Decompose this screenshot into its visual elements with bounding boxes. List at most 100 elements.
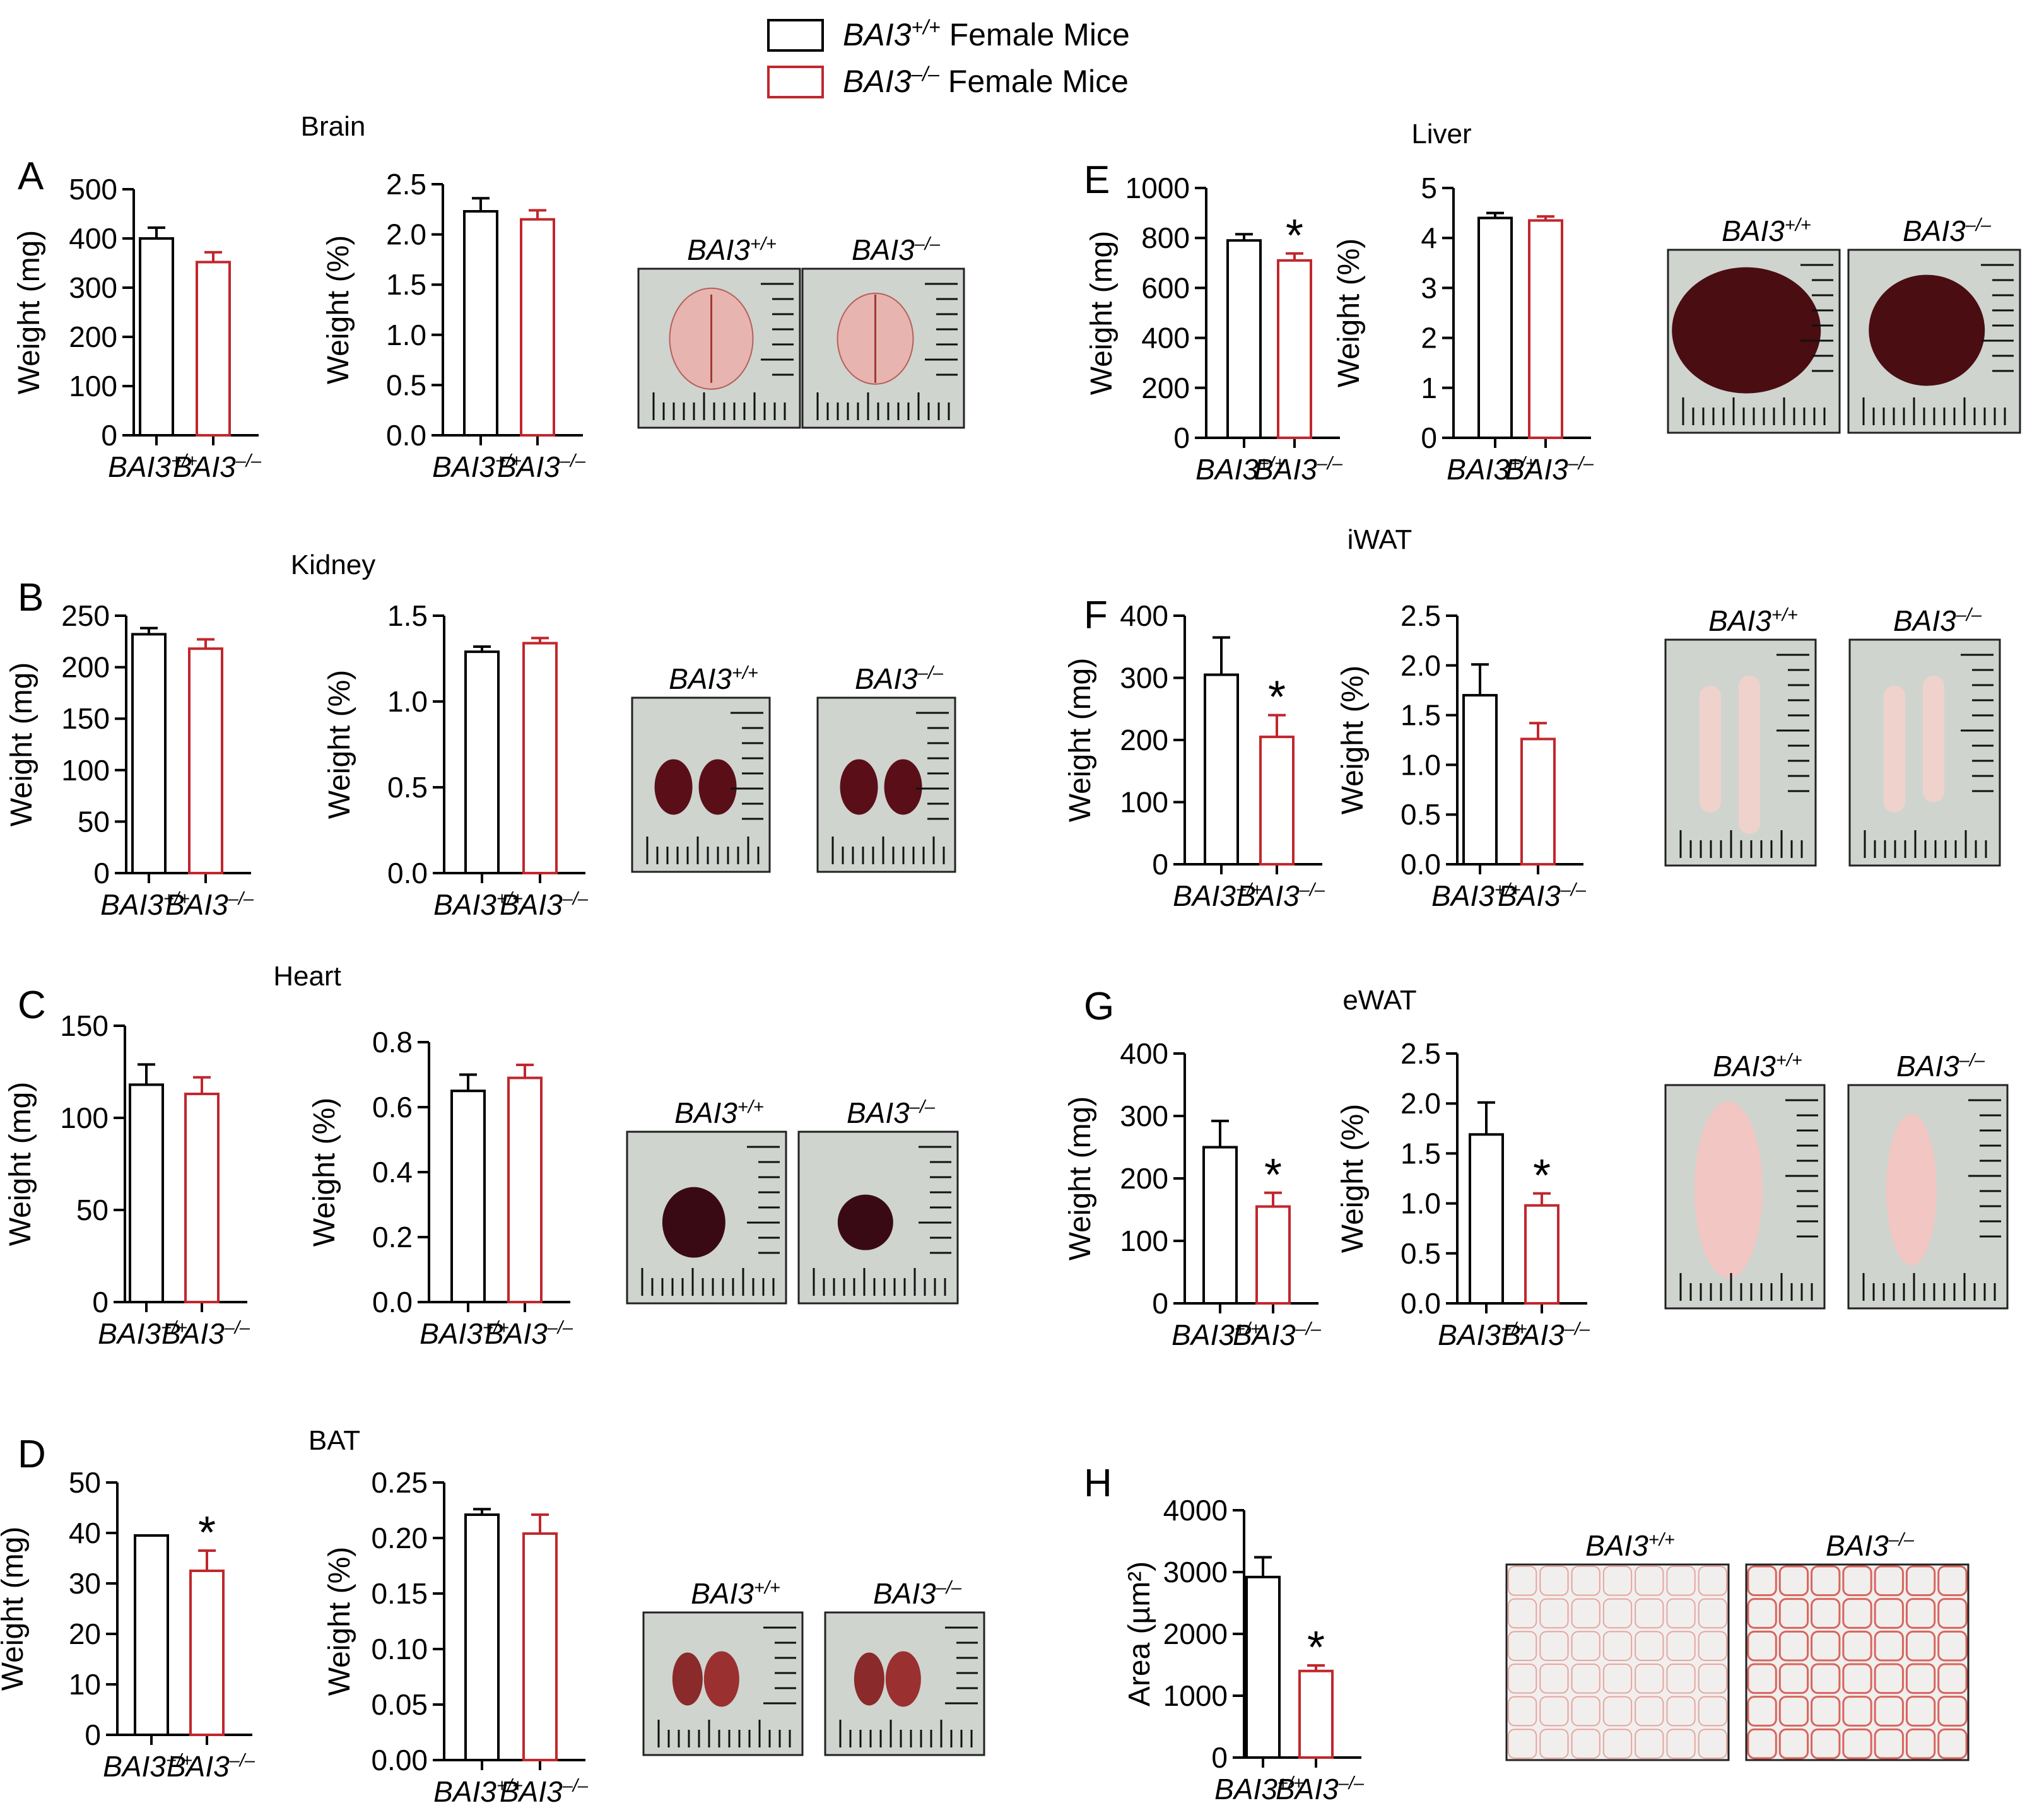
- ewat-tissue: [1694, 1101, 1763, 1278]
- x-tick-label-ko: BAI3–/–: [1505, 453, 1594, 486]
- y-tick-label: 2.5: [1401, 1037, 1441, 1070]
- adipocyte-cell: [1937, 1565, 1968, 1597]
- photo-group-h: BAI3+/+ BAI3–/–: [1505, 1529, 1970, 1761]
- x-tick-label-ko-superscript: –/–: [224, 1318, 250, 1338]
- x-tick-label-wt-superscript: +/+: [1236, 880, 1262, 900]
- y-tick-label: 0.20: [371, 1522, 428, 1554]
- y-tick-label: 1.5: [1401, 699, 1441, 732]
- photo-label-wt-gene: BAI3: [1713, 1050, 1776, 1083]
- adipocyte-cell: [1635, 1664, 1664, 1694]
- x-tick-label-wt-gene: BAI3: [433, 888, 496, 921]
- adipocyte-cell: [1874, 1696, 1904, 1727]
- y-tick-label: 100: [61, 754, 110, 787]
- x-tick-label-ko-gene: BAI3: [1233, 1318, 1296, 1351]
- y-tick-label: 0: [1152, 848, 1168, 881]
- adipocyte-cell: [1937, 1663, 1968, 1694]
- y-tick-label: 1.0: [1401, 748, 1441, 781]
- adipocyte-cell: [1937, 1630, 1968, 1662]
- y-tick-label: 0.0: [1401, 1287, 1441, 1320]
- legend-swatch: [767, 66, 824, 98]
- adipocyte-cell: [1666, 1664, 1696, 1694]
- x-tick-label-ko-gene: BAI3: [497, 450, 560, 483]
- adipocyte-cell: [1666, 1566, 1696, 1596]
- x-tick-label-wt-superscript: +/+: [166, 1751, 192, 1771]
- x-tick-label-wt-gene: BAI3: [1431, 879, 1495, 912]
- iwat-left: [1883, 686, 1905, 813]
- legend-label: BAI3–/– Female Mice: [843, 62, 1129, 99]
- adipocyte-cell: [1778, 1630, 1809, 1662]
- photo-label-ko-gene: BAI3: [1893, 604, 1956, 637]
- adipocyte-cell: [1602, 1566, 1633, 1596]
- y-tick-label: 0.0: [387, 857, 428, 889]
- bat-right: [703, 1651, 739, 1707]
- y-tick-label: 1000: [1163, 1679, 1228, 1712]
- x-tick-label-wt-gene: BAI3: [1195, 453, 1259, 486]
- adipocyte-cell: [1874, 1565, 1904, 1597]
- x-tick-label-wt-gene: BAI3: [98, 1317, 161, 1350]
- photo-label-ko-superscript: –/–: [909, 1097, 936, 1117]
- y-axis-label: Weight (%): [1336, 1104, 1370, 1253]
- photo-label-ko-superscript: –/–: [1956, 605, 1982, 625]
- x-tick-label-wt-gene: BAI3: [1447, 453, 1510, 486]
- y-tick-label: 100: [60, 1101, 109, 1134]
- x-tick-label-ko: BAI3–/–: [485, 1317, 573, 1350]
- x-tick-label-wt: BAI3+/+: [433, 888, 523, 921]
- x-tick-label-ko-superscript: –/–: [547, 1318, 573, 1338]
- y-axis-label: Weight (mg): [1064, 1096, 1097, 1261]
- bar-wt: [1245, 1575, 1281, 1759]
- adipocyte-cell: [1937, 1728, 1968, 1759]
- y-tick-label: 2.0: [1401, 1087, 1441, 1120]
- adipocyte-cell: [1508, 1664, 1537, 1694]
- x-tick-label-wt-superscript: +/+: [1510, 454, 1536, 474]
- adipocyte-cell: [1811, 1598, 1841, 1629]
- x-tick-label-wt-gene: BAI3: [1172, 1318, 1235, 1351]
- y-tick-label: 0: [92, 1286, 109, 1318]
- bar-wt: [1226, 239, 1262, 439]
- x-tick-label-wt: BAI3+/+: [1438, 1318, 1527, 1351]
- photo-label-wt-superscript: +/+: [732, 663, 758, 683]
- x-tick-label-ko: BAI3–/–: [1233, 1318, 1322, 1351]
- legend-label-part: BAI3: [843, 17, 912, 52]
- photo-group-b: BAI3+/+ BAI3–/–: [631, 662, 956, 873]
- photo-label-wt-superscript: +/+: [1785, 215, 1811, 235]
- photo-group-e: BAI3+/+ BAI3–/–: [1667, 214, 2021, 434]
- y-tick-label: 500: [69, 173, 117, 206]
- significance-star: *: [1533, 1151, 1551, 1201]
- adipocyte-cell: [1602, 1598, 1633, 1629]
- adipocyte-cell: [1778, 1598, 1809, 1629]
- photo-label-wt-superscript: +/+: [754, 1578, 780, 1598]
- adipocyte-cell: [1842, 1598, 1872, 1629]
- y-tick-label: 2.0: [386, 218, 426, 251]
- adipocyte-cell: [1508, 1729, 1537, 1759]
- y-tick-label: 2.5: [1401, 599, 1441, 632]
- adipocyte-cell: [1905, 1728, 1936, 1759]
- x-tick-label-ko-gene: BAI3: [1276, 1773, 1339, 1805]
- x-tick-label-ko: BAI3–/–: [162, 1317, 250, 1350]
- legend-label: BAI3+/+ Female Mice: [843, 16, 1130, 52]
- y-tick-label: 0: [85, 1718, 101, 1751]
- y-tick-label: 4: [1421, 221, 1437, 254]
- adipocyte-cell: [1635, 1631, 1664, 1661]
- adipocyte-cell: [1874, 1663, 1904, 1694]
- adipocyte-cell: [1539, 1598, 1569, 1629]
- y-tick-label: 1.0: [387, 685, 428, 718]
- adipocyte-cell: [1571, 1696, 1600, 1727]
- photo-label-ko-superscript: –/–: [917, 663, 944, 683]
- legend-label-part: Female Mice: [939, 64, 1129, 99]
- y-tick-label: 1.5: [386, 268, 426, 301]
- x-tick-label-ko-gene: BAI3: [500, 888, 563, 921]
- photo-label-ko: BAI3–/–: [855, 662, 944, 695]
- y-tick-label: 40: [69, 1517, 101, 1549]
- bar-wt: [1469, 1133, 1504, 1305]
- panel-letter-g: G: [1084, 985, 1114, 1028]
- y-tick-label: 0: [1211, 1741, 1228, 1774]
- x-tick-label-wt: BAI3+/+: [433, 1775, 523, 1808]
- adipocyte-cell: [1874, 1728, 1904, 1759]
- adipocyte-cell: [1747, 1630, 1777, 1662]
- bat-left: [672, 1652, 703, 1706]
- y-tick-label: 20: [69, 1617, 101, 1650]
- x-tick-label-ko: BAI3–/–: [1276, 1773, 1365, 1805]
